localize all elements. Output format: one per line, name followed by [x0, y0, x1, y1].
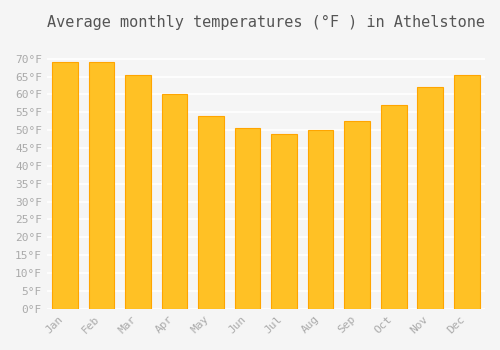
Bar: [272, 134, 297, 309]
Bar: [198, 116, 224, 309]
Bar: [454, 75, 479, 309]
Bar: [89, 62, 114, 309]
Title: Average monthly temperatures (°F ) in Athelstone: Average monthly temperatures (°F ) in At…: [47, 15, 485, 30]
Bar: [418, 88, 443, 309]
Bar: [344, 121, 370, 309]
Bar: [52, 62, 78, 309]
Bar: [126, 75, 151, 309]
Bar: [381, 105, 406, 309]
Bar: [235, 128, 260, 309]
Bar: [308, 130, 334, 309]
Bar: [162, 94, 188, 309]
